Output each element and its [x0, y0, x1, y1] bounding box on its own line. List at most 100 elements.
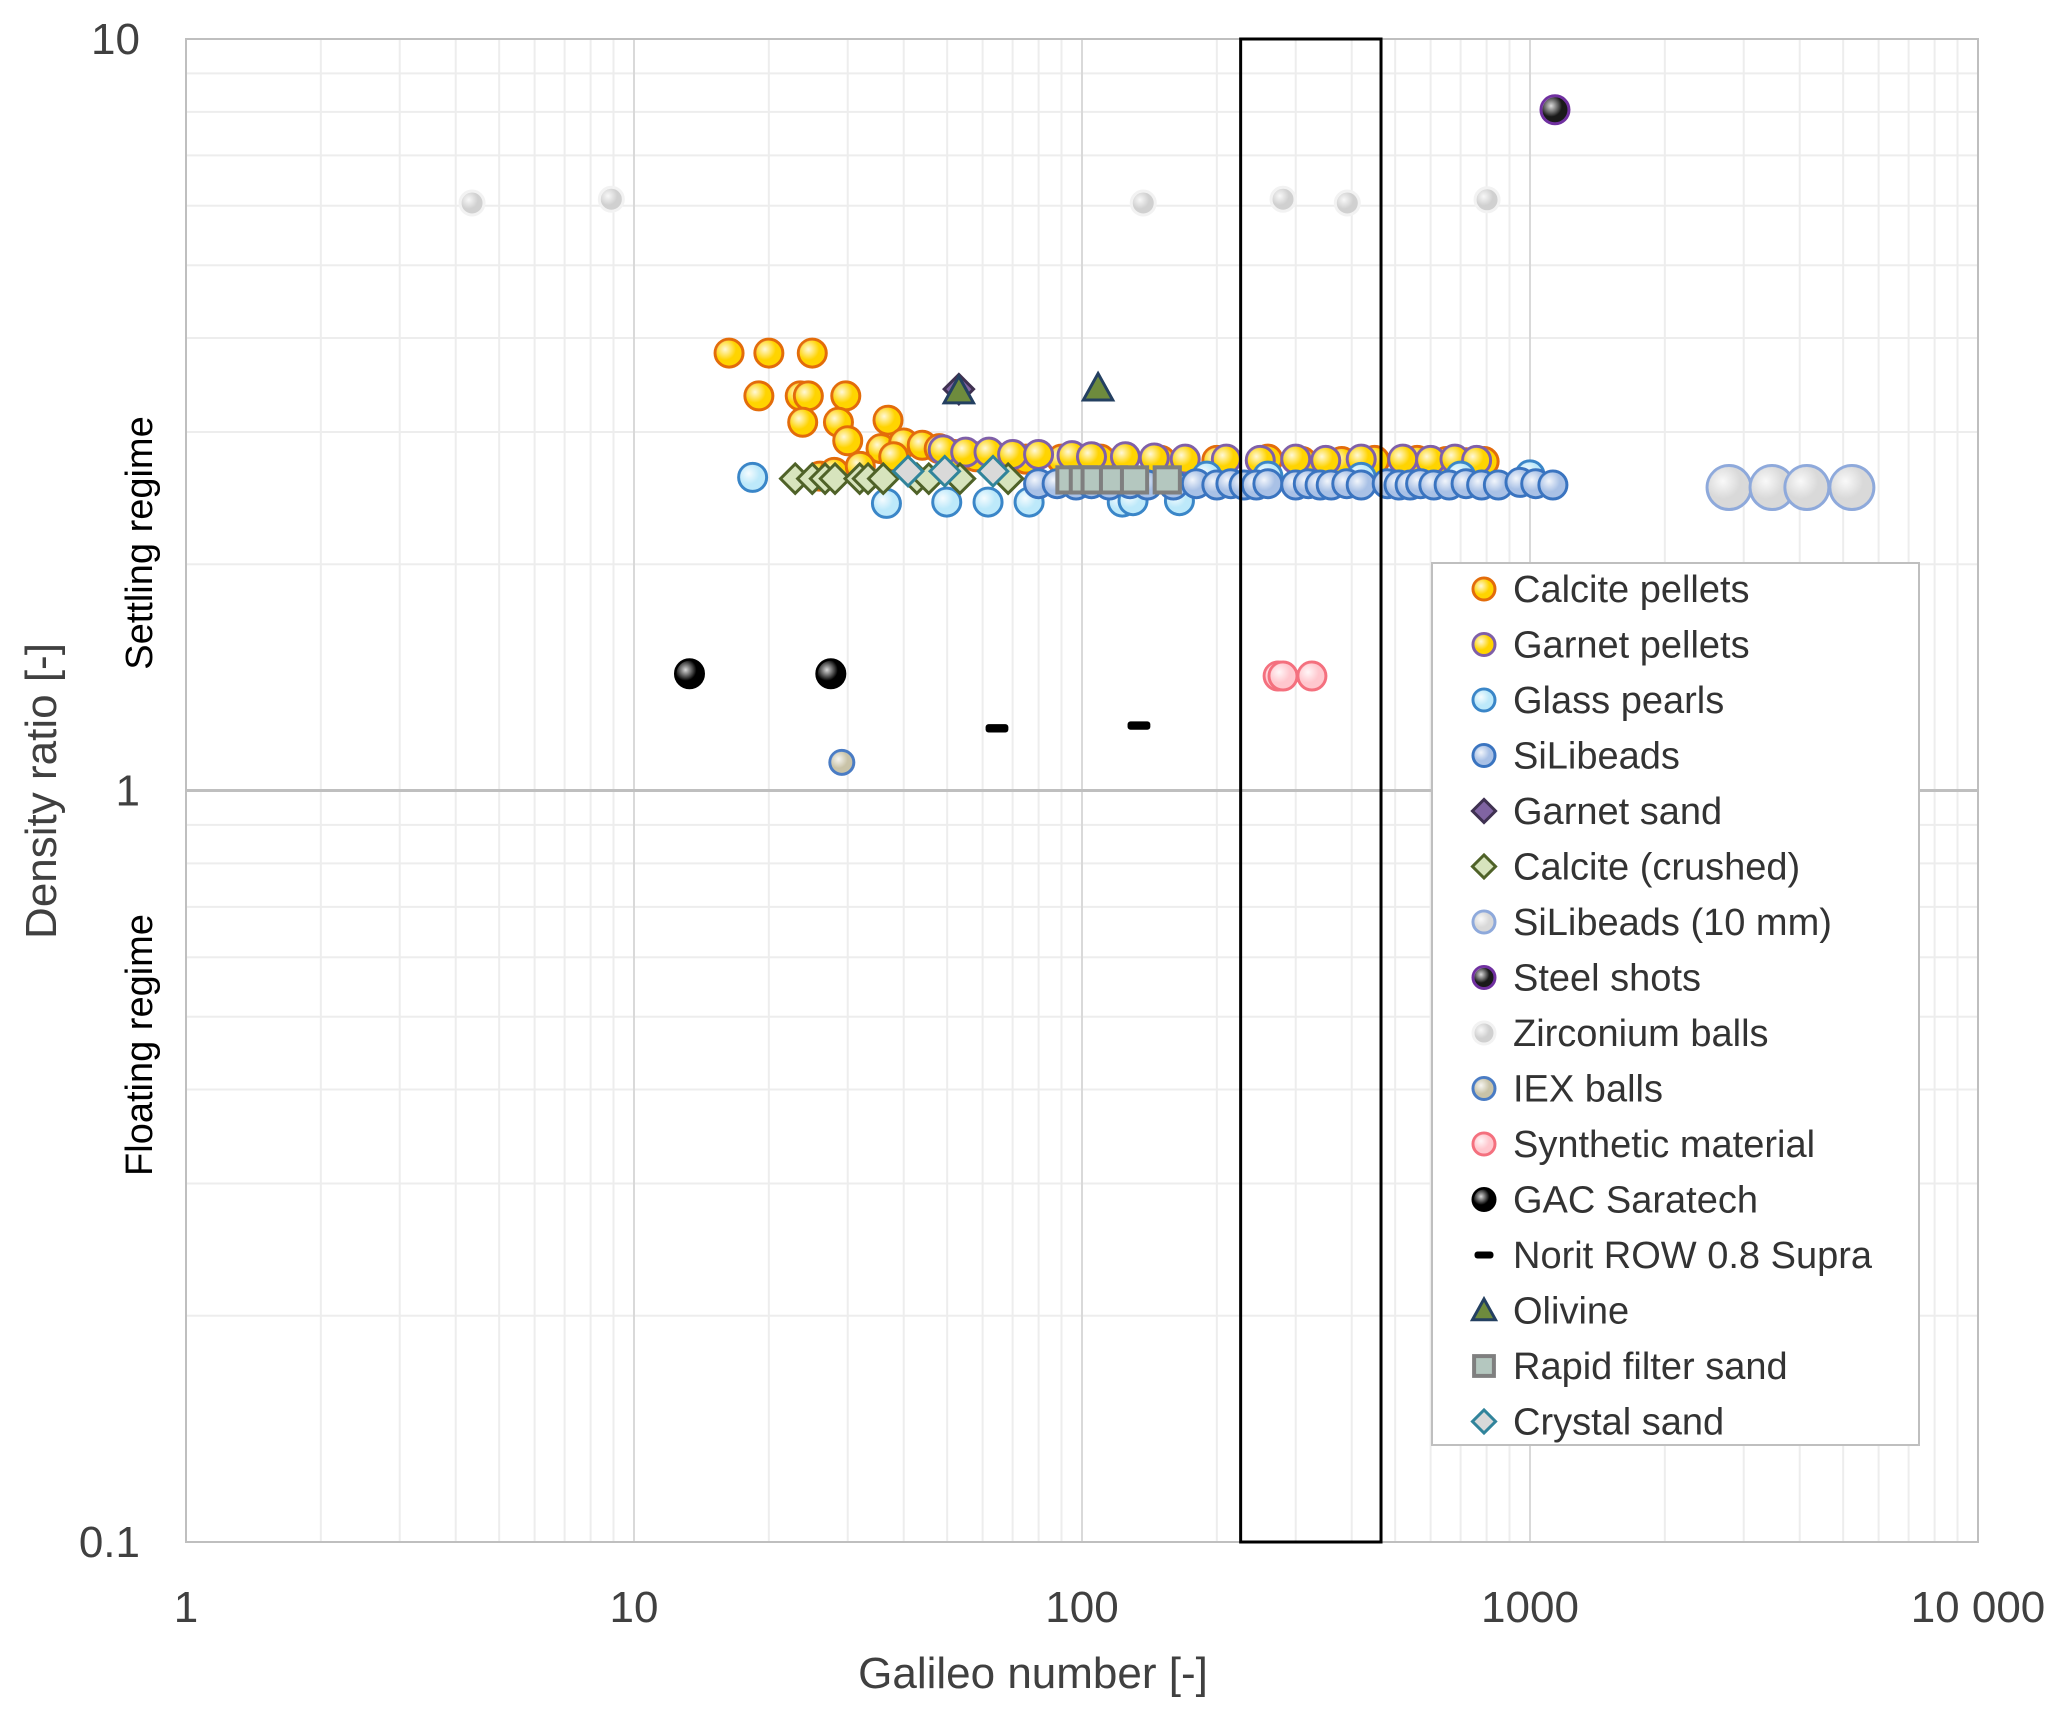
marker-triangle	[1080, 370, 1116, 402]
legend-marker-icon	[1471, 632, 1497, 657]
marker-highlight	[1474, 745, 1494, 766]
legend-marker-icon	[1469, 1295, 1499, 1322]
series-steel-shots	[1539, 94, 1571, 126]
data-point	[1748, 464, 1796, 512]
data-point	[1138, 442, 1170, 474]
legend-item: Steel shots	[1471, 958, 1701, 1000]
marker-diamond	[1470, 852, 1498, 881]
marker-highlight	[873, 490, 900, 517]
legend-item: SiLibeads	[1471, 736, 1680, 778]
marker-highlight	[1485, 471, 1512, 498]
marker-highlight	[1474, 1134, 1494, 1154]
data-point	[828, 748, 856, 776]
x-axis-tick-labels: 1 10 100 1000 10 000	[174, 1583, 2046, 1632]
data-point	[792, 380, 824, 412]
data-point	[1267, 660, 1299, 692]
data-point	[1269, 185, 1297, 213]
x-tick-label: 1	[174, 1583, 198, 1632]
marker-highlight	[1474, 1078, 1494, 1099]
marker-highlight	[933, 489, 960, 516]
legend-marker-icon	[1471, 1076, 1497, 1101]
legend-marker-icon	[1471, 1131, 1497, 1157]
data-point	[1296, 660, 1328, 692]
legend: Calcite pellets Garnet pellets Glass pearl…	[1431, 562, 1920, 1446]
data-point	[597, 185, 625, 213]
legend-label: Calcite (crushed)	[1513, 847, 1800, 889]
legend-item: Crystal sand	[1470, 1402, 1724, 1444]
data-point	[1252, 468, 1284, 500]
legend-label: Norit ROW 0.8 Supra	[1513, 1235, 1873, 1277]
data-point	[815, 658, 847, 690]
data-point	[1210, 443, 1242, 475]
data-point	[1333, 189, 1361, 217]
y-tick-label: 10	[91, 15, 140, 64]
legend-label: SiLibeads	[1513, 736, 1680, 778]
legend-item: GAC Saratech	[1471, 1180, 1758, 1222]
marker-highlight	[1474, 579, 1494, 599]
data-point	[1075, 441, 1107, 473]
marker-triangle	[941, 373, 977, 405]
data-point	[870, 487, 902, 519]
data-point	[997, 438, 1029, 470]
marker-highlight	[1474, 1023, 1494, 1043]
marker-highlight	[1141, 444, 1168, 471]
x-tick-label: 1000	[1481, 1583, 1579, 1632]
legend-label: Steel shots	[1513, 958, 1701, 1000]
data-point	[818, 461, 852, 496]
legend-item: Calcite pellets	[1471, 569, 1750, 611]
marker-highlight	[1476, 188, 1499, 211]
data-point	[673, 658, 705, 690]
marker-highlight	[1751, 466, 1794, 509]
highlight-box	[1239, 37, 1383, 1544]
series-gac-saratech	[673, 658, 847, 690]
series-rapid-filter-sand	[1055, 465, 1182, 495]
data-point	[1828, 464, 1876, 512]
marker-highlight	[755, 340, 782, 367]
data-point	[941, 373, 977, 405]
marker-highlight	[1474, 912, 1494, 932]
data-point	[832, 425, 864, 457]
x-tick-label: 100	[1045, 1583, 1118, 1632]
marker-diamond	[1470, 1407, 1498, 1436]
series-norit-row-0-8-supra	[985, 721, 1151, 733]
legend-marker-icon	[1471, 965, 1497, 990]
legend-label: Rapid filter sand	[1513, 1346, 1788, 1388]
series-crystal-sand	[891, 454, 1010, 489]
legend-label: Calcite pellets	[1513, 569, 1750, 611]
plot-area-border	[185, 38, 1979, 1543]
legend-item: Rapid filter sand	[1472, 1346, 1788, 1388]
marker-highlight	[461, 192, 484, 215]
legend-marker-icon	[1471, 909, 1497, 935]
data-point	[1387, 443, 1419, 475]
data-point	[1119, 465, 1150, 495]
marker-highlight	[817, 660, 844, 687]
marker-diamond	[976, 454, 1010, 489]
legend-label: GAC Saratech	[1513, 1180, 1758, 1222]
marker-diamond	[818, 461, 852, 496]
data-points	[458, 94, 1876, 776]
floating-regime-label: Floating regime	[119, 914, 161, 1176]
data-point	[1127, 721, 1151, 730]
data-point	[891, 454, 925, 489]
data-point	[866, 461, 901, 496]
marker-highlight	[1270, 663, 1297, 690]
legend-marker-icon	[1474, 1251, 1494, 1259]
marker-highlight	[999, 441, 1026, 468]
legend-label: Zirconium balls	[1513, 1013, 1769, 1055]
marker-highlight	[1112, 443, 1139, 470]
legend-item: Norit ROW 0.8 Supra	[1474, 1235, 1873, 1277]
data-point	[1080, 370, 1116, 402]
y-tick-label: 0.1	[79, 1518, 140, 1567]
legend-item: Calcite (crushed)	[1470, 847, 1800, 889]
legend-label: Crystal sand	[1513, 1402, 1724, 1444]
data-point	[1345, 469, 1377, 501]
legend-label: Garnet sand	[1513, 791, 1722, 833]
marker-highlight	[1312, 447, 1339, 474]
legend-marker-icon	[1471, 743, 1497, 768]
data-point	[985, 724, 1009, 733]
legend-item: Olivine	[1469, 1291, 1629, 1333]
marker-highlight	[600, 188, 623, 211]
legend-marker-icon	[1472, 1354, 1496, 1378]
marker-highlight	[1282, 446, 1309, 473]
marker-triangle	[1469, 1295, 1499, 1322]
